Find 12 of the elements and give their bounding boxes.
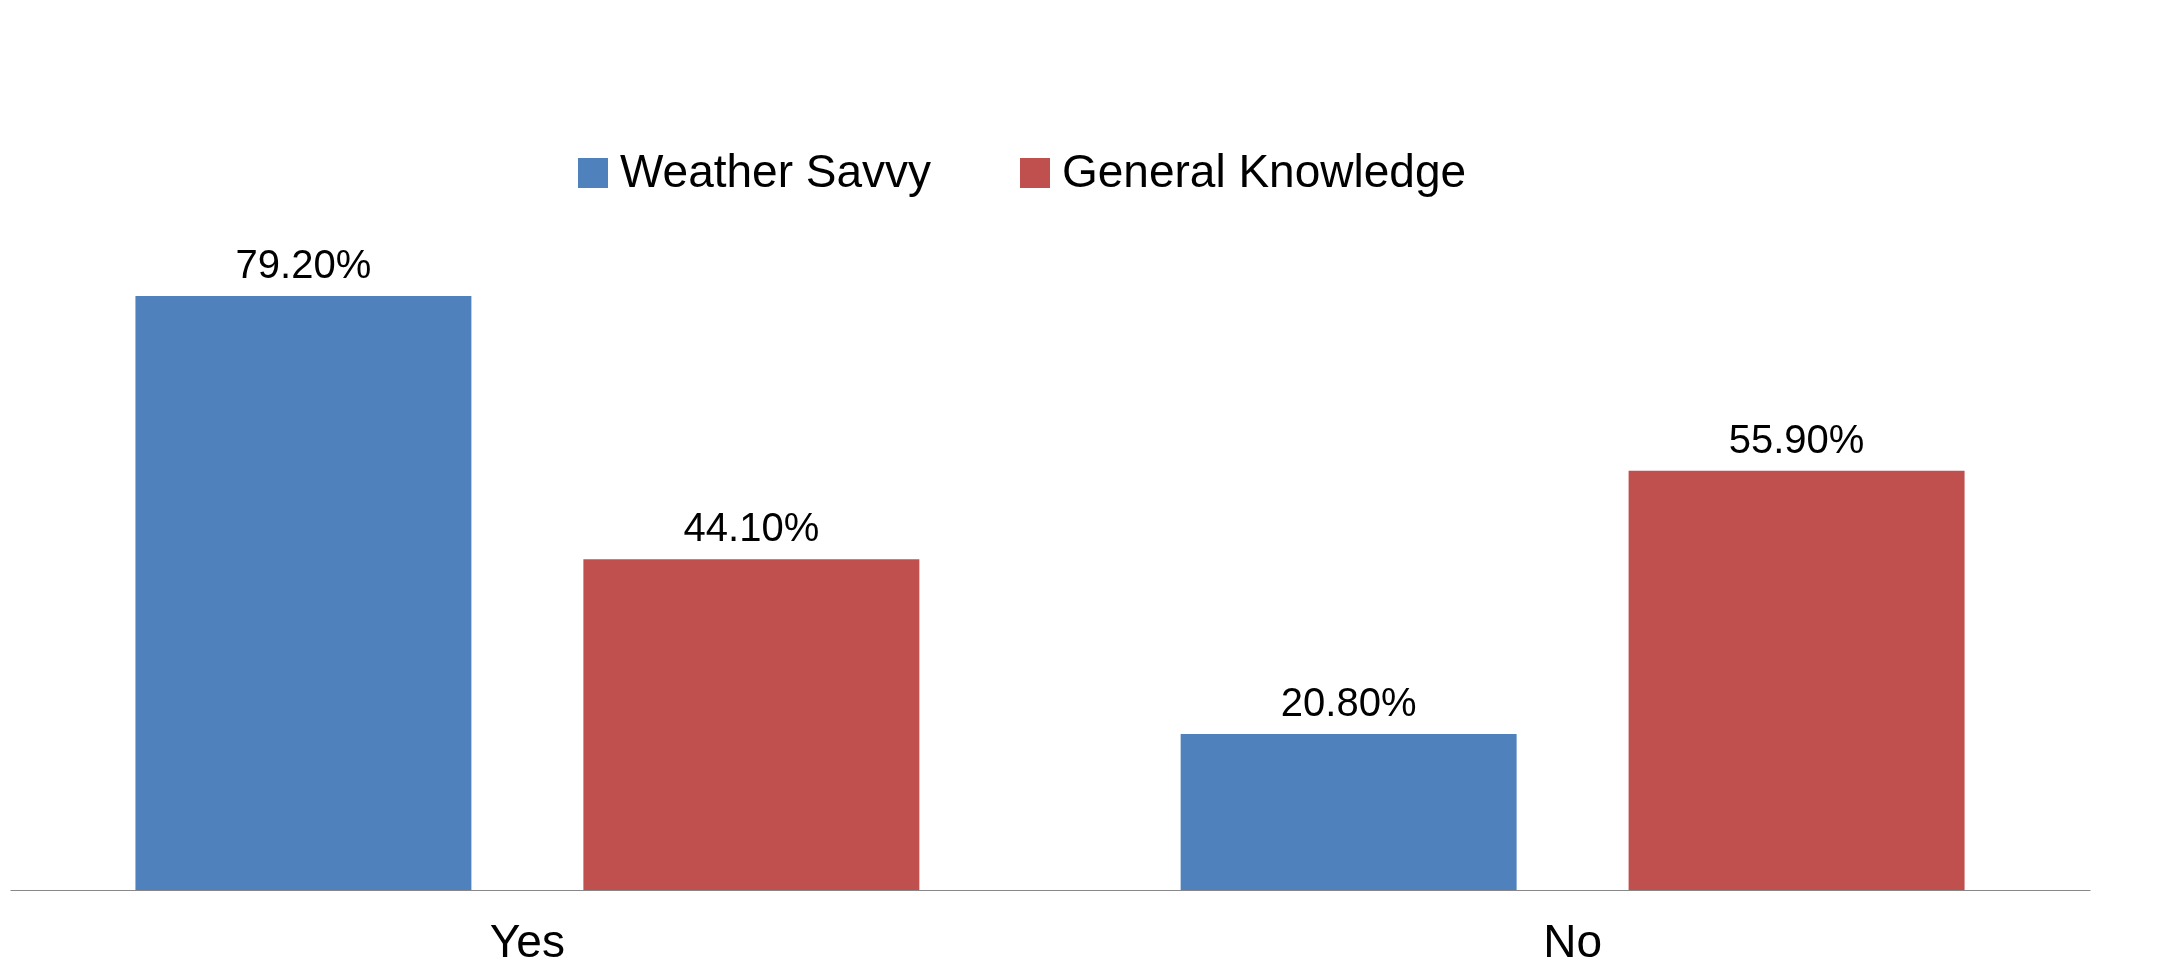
data-label: 55.90% bbox=[1728, 416, 1865, 461]
data-label: 20.80% bbox=[1280, 680, 1417, 724]
bar bbox=[135, 296, 472, 890]
x-tick-label: Yes bbox=[489, 914, 565, 967]
legend-label: General Knowledge bbox=[1062, 145, 1467, 197]
data-label: 79.20% bbox=[235, 242, 372, 286]
data-label: 44.10% bbox=[683, 505, 820, 550]
bar bbox=[583, 559, 920, 890]
x-tick-label: No bbox=[1543, 914, 1603, 967]
legend-label: Weather Savvy bbox=[620, 145, 932, 197]
bar bbox=[1628, 470, 1965, 890]
bar bbox=[1180, 734, 1517, 890]
